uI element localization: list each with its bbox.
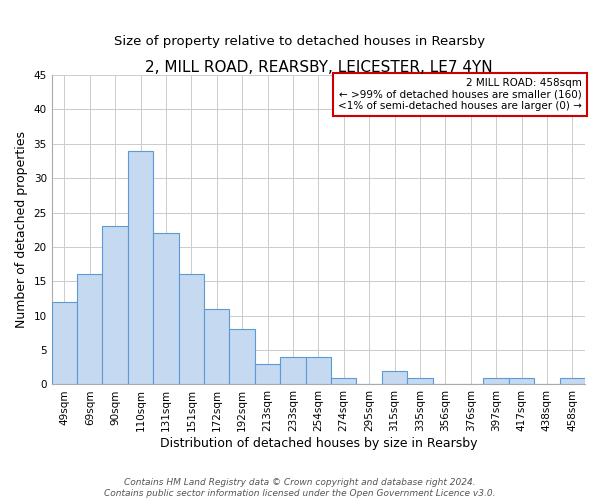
Bar <box>204 309 229 384</box>
Bar <box>229 330 255 384</box>
Bar <box>52 302 77 384</box>
Bar <box>305 357 331 384</box>
Bar <box>77 274 103 384</box>
Bar <box>560 378 585 384</box>
Bar <box>179 274 204 384</box>
X-axis label: Distribution of detached houses by size in Rearsby: Distribution of detached houses by size … <box>160 437 477 450</box>
Text: 2 MILL ROAD: 458sqm
← >99% of detached houses are smaller (160)
<1% of semi-deta: 2 MILL ROAD: 458sqm ← >99% of detached h… <box>338 78 582 111</box>
Bar <box>280 357 305 384</box>
Text: Contains HM Land Registry data © Crown copyright and database right 2024.
Contai: Contains HM Land Registry data © Crown c… <box>104 478 496 498</box>
Title: 2, MILL ROAD, REARSBY, LEICESTER, LE7 4YN: 2, MILL ROAD, REARSBY, LEICESTER, LE7 4Y… <box>145 60 492 75</box>
Bar <box>103 226 128 384</box>
Text: Size of property relative to detached houses in Rearsby: Size of property relative to detached ho… <box>115 35 485 48</box>
Bar <box>484 378 509 384</box>
Bar <box>255 364 280 384</box>
Bar <box>382 370 407 384</box>
Bar <box>509 378 534 384</box>
Bar <box>407 378 433 384</box>
Y-axis label: Number of detached properties: Number of detached properties <box>15 131 28 328</box>
Bar <box>331 378 356 384</box>
Bar <box>128 150 153 384</box>
Bar <box>153 233 179 384</box>
